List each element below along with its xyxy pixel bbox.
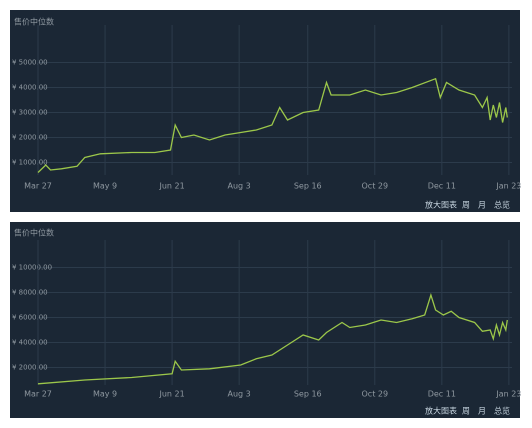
chart-control[interactable]: 周 bbox=[462, 407, 470, 416]
y-tick-label: ¥ 2000.00 bbox=[12, 364, 48, 372]
chart-title: 售价中位数 bbox=[14, 17, 54, 27]
x-tick-label: Jun 21 bbox=[158, 390, 184, 399]
y-tick-label: ¥ 2000.00 bbox=[12, 134, 48, 142]
x-tick-label: Aug 3 bbox=[228, 390, 251, 399]
x-tick-label: Mar 27 bbox=[24, 390, 52, 399]
x-tick-label: Mar 27 bbox=[24, 182, 52, 191]
x-tick-label: Jan 23 bbox=[495, 390, 521, 399]
chart-control[interactable]: 总览 bbox=[494, 200, 510, 210]
x-tick-label: Sep 16 bbox=[294, 390, 322, 399]
y-tick-label: ¥ 3000.00 bbox=[12, 109, 48, 117]
x-tick-label: Oct 29 bbox=[362, 182, 389, 191]
x-tick-label: Sep 16 bbox=[294, 182, 322, 191]
chart-control[interactable]: 月 bbox=[478, 407, 486, 416]
chart-control[interactable]: 周 bbox=[462, 201, 470, 210]
chart-title: 售价中位数 bbox=[14, 228, 54, 238]
x-tick-label: Jan 23 bbox=[495, 182, 521, 191]
x-tick-label: Jun 21 bbox=[158, 182, 184, 191]
x-tick-label: May 9 bbox=[93, 182, 117, 191]
y-tick-label: ¥ 10000.00 bbox=[12, 264, 52, 272]
x-tick-label: Dec 11 bbox=[428, 390, 456, 399]
x-tick-label: May 9 bbox=[93, 390, 117, 399]
y-tick-label: ¥ 5000.00 bbox=[12, 59, 48, 67]
panel bbox=[10, 10, 520, 212]
price-line bbox=[37, 292, 508, 385]
y-tick-label: ¥ 8000.00 bbox=[12, 289, 48, 297]
y-tick-label: ¥ 4000.00 bbox=[12, 339, 48, 347]
chart-control[interactable]: 月 bbox=[478, 201, 486, 210]
y-tick-label: ¥ 6000.00 bbox=[12, 314, 48, 322]
chart-control[interactable]: 总览 bbox=[494, 406, 510, 416]
panel bbox=[10, 222, 520, 418]
x-tick-label: Oct 29 bbox=[362, 390, 389, 399]
chart-control[interactable]: 放大图表 bbox=[425, 200, 457, 210]
y-tick-label: ¥ 4000.00 bbox=[12, 84, 48, 92]
price-line bbox=[37, 77, 508, 173]
x-tick-label: Dec 11 bbox=[428, 182, 456, 191]
y-tick-label: ¥ 1000.00 bbox=[12, 159, 48, 167]
x-tick-label: Aug 3 bbox=[228, 182, 251, 191]
chart-control[interactable]: 放大图表 bbox=[425, 406, 457, 416]
